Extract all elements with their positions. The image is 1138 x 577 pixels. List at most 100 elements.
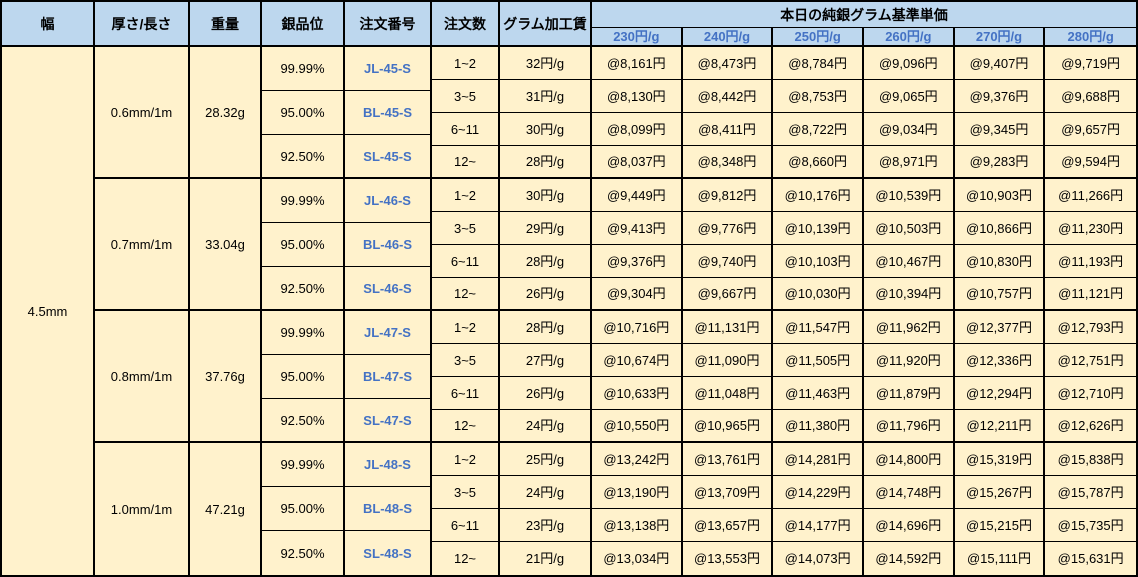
price-cell: @10,550円 — [592, 410, 683, 443]
purity-cell: 92.50% — [262, 531, 345, 575]
price-cell: @11,266円 — [1045, 179, 1136, 212]
price-cell: @11,796円 — [863, 410, 955, 443]
purity-cell: 99.99% — [262, 311, 345, 355]
price-cell: @9,096円 — [863, 47, 955, 80]
price-cell: @9,376円 — [592, 245, 683, 278]
price-col-header-280: 280円/g — [1045, 28, 1136, 47]
order-qty-cell: 12~ — [432, 278, 500, 311]
order-no-link[interactable]: JL-46-S — [345, 179, 432, 223]
order-qty-cell: 12~ — [432, 542, 500, 575]
price-cell: @9,376円 — [954, 80, 1046, 113]
price-col-header-230: 230円/g — [592, 28, 683, 47]
thickness-cell: 0.7mm/1m — [95, 179, 190, 311]
col-header-weight: 重量 — [190, 2, 262, 47]
price-cell: @8,442円 — [682, 80, 774, 113]
col-header-fee: グラム加工賃 — [500, 2, 592, 47]
fee-cell: 24円/g — [500, 476, 592, 509]
order-qty-cell: 1~2 — [432, 47, 500, 80]
price-cell: @9,812円 — [682, 179, 774, 212]
price-cell: @8,130円 — [592, 80, 683, 113]
price-cell: @14,177円 — [773, 509, 864, 542]
fee-cell: 25円/g — [500, 443, 592, 476]
price-cell: @9,449円 — [592, 179, 683, 212]
purity-cell: 99.99% — [262, 47, 345, 91]
price-cell: @11,547円 — [773, 311, 864, 344]
purity-cell: 95.00% — [262, 223, 345, 267]
weight-cell: 33.04g — [190, 179, 262, 311]
order-qty-cell: 3~5 — [432, 344, 500, 377]
price-cell: @12,626円 — [1045, 410, 1136, 443]
fee-cell: 28円/g — [500, 146, 592, 179]
order-qty-cell: 6~11 — [432, 245, 500, 278]
col-header-width: 幅 — [2, 2, 95, 47]
price-cell: @13,034円 — [592, 542, 683, 575]
col-header-order-no: 注文番号 — [345, 2, 432, 47]
price-cell: @9,345円 — [954, 113, 1046, 146]
price-cell: @13,553円 — [682, 542, 774, 575]
order-no-link[interactable]: BL-47-S — [345, 355, 432, 399]
price-cell: @9,304円 — [592, 278, 683, 311]
price-cell: @9,413円 — [592, 212, 683, 245]
price-cell: @8,099円 — [592, 113, 683, 146]
price-cell: @8,722円 — [773, 113, 864, 146]
price-cell: @14,592円 — [863, 542, 955, 575]
price-cell: @11,463円 — [773, 377, 864, 410]
order-no-link[interactable]: SL-48-S — [345, 531, 432, 575]
order-no-link[interactable]: JL-48-S — [345, 443, 432, 487]
price-cell: @12,377円 — [954, 311, 1046, 344]
order-no-link[interactable]: SL-45-S — [345, 135, 432, 179]
weight-cell: 37.76g — [190, 311, 262, 443]
price-cell: @8,660円 — [773, 146, 864, 179]
price-cell: @11,090円 — [682, 344, 774, 377]
price-cell: @13,657円 — [682, 509, 774, 542]
order-qty-cell: 12~ — [432, 146, 500, 179]
price-cell: @10,866円 — [954, 212, 1046, 245]
fee-cell: 23円/g — [500, 509, 592, 542]
fee-cell: 29円/g — [500, 212, 592, 245]
price-cell: @15,787円 — [1045, 476, 1136, 509]
order-no-link[interactable]: BL-48-S — [345, 487, 432, 531]
width-cell: 4.5mm — [2, 47, 95, 575]
purity-cell: 99.99% — [262, 179, 345, 223]
fee-cell: 26円/g — [500, 377, 592, 410]
order-no-link[interactable]: JL-45-S — [345, 47, 432, 91]
col-header-order-qty: 注文数 — [432, 2, 500, 47]
order-qty-cell: 6~11 — [432, 509, 500, 542]
price-cell: @11,962円 — [863, 311, 955, 344]
price-cell: @9,740円 — [682, 245, 774, 278]
price-cell: @11,048円 — [682, 377, 774, 410]
purity-cell: 99.99% — [262, 443, 345, 487]
order-no-link[interactable]: JL-47-S — [345, 311, 432, 355]
order-no-link[interactable]: SL-47-S — [345, 399, 432, 443]
price-cell: @10,716円 — [592, 311, 683, 344]
price-cell: @12,751円 — [1045, 344, 1136, 377]
price-cell: @8,348円 — [682, 146, 774, 179]
price-cell: @15,267円 — [954, 476, 1046, 509]
price-cell: @10,965円 — [682, 410, 774, 443]
price-cell: @15,631円 — [1045, 542, 1136, 575]
price-cell: @13,242円 — [592, 443, 683, 476]
thickness-cell: 0.6mm/1m — [95, 47, 190, 179]
price-cell: @13,138円 — [592, 509, 683, 542]
price-cell: @15,319円 — [954, 443, 1046, 476]
price-cell: @9,688円 — [1045, 80, 1136, 113]
price-cell: @11,879円 — [863, 377, 955, 410]
price-cell: @15,215円 — [954, 509, 1046, 542]
order-qty-cell: 1~2 — [432, 179, 500, 212]
price-cell: @9,667円 — [682, 278, 774, 311]
order-no-link[interactable]: SL-46-S — [345, 267, 432, 311]
price-cell: @11,920円 — [863, 344, 955, 377]
price-cell: @14,281円 — [773, 443, 864, 476]
purity-cell: 92.50% — [262, 267, 345, 311]
order-no-link[interactable]: BL-46-S — [345, 223, 432, 267]
thickness-cell: 1.0mm/1m — [95, 443, 190, 575]
price-cell: @9,776円 — [682, 212, 774, 245]
price-group-header: 本日の純銀グラム基準単価 — [592, 2, 1136, 28]
price-cell: @8,753円 — [773, 80, 864, 113]
fee-cell: 30円/g — [500, 179, 592, 212]
order-no-link[interactable]: BL-45-S — [345, 91, 432, 135]
fee-cell: 24円/g — [500, 410, 592, 443]
price-cell: @9,594円 — [1045, 146, 1136, 179]
purity-cell: 95.00% — [262, 487, 345, 531]
